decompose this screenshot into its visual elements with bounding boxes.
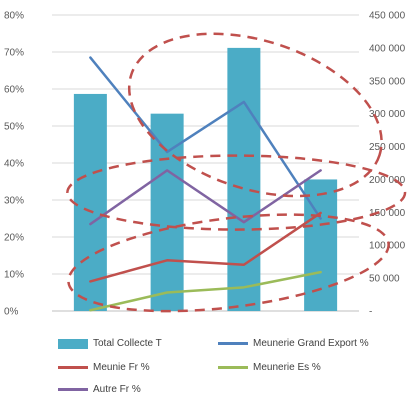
annotation-ellipse [67, 213, 390, 313]
legend-swatch-line [218, 366, 248, 369]
series-line [89, 56, 322, 220]
legend-item: Autre Fr % [58, 384, 141, 395]
bar [227, 47, 261, 312]
y-right-tick-label: 300 000 [369, 109, 406, 120]
legend-item: Total Collecte T [58, 338, 162, 349]
legend-label: Meunie Fr % [93, 362, 150, 373]
series-line [89, 211, 322, 283]
y-left-tick-label: 40% [4, 159, 24, 170]
legend-label: Autre Fr % [93, 384, 141, 395]
bar [150, 113, 184, 312]
y-right-tick-label: 200 000 [369, 175, 406, 186]
legend-swatch-line [218, 342, 248, 345]
legend-swatch-bar [58, 338, 88, 349]
bar [73, 93, 107, 311]
y-right-tick-label: 400 000 [369, 43, 406, 54]
legend-label: Meunerie Grand Export % [253, 338, 369, 349]
y-right-tick-label: - [369, 307, 372, 318]
series-line [89, 270, 322, 312]
y-right-tick-label: 150 000 [369, 208, 406, 219]
y-left-tick-label: 50% [4, 122, 24, 133]
y-left-tick-label: 60% [4, 85, 24, 96]
y-left-tick-label: 10% [4, 270, 24, 281]
y-left-tick-label: 20% [4, 233, 24, 244]
y-right-tick-label: 350 000 [369, 76, 406, 87]
y-right-tick-label: 450 000 [369, 11, 406, 22]
y-left-tick-label: 70% [4, 48, 24, 59]
legend-item: Meunie Fr % [58, 362, 150, 373]
y-left-tick-label: 80% [4, 11, 24, 22]
y-right-tick-label: 250 000 [369, 142, 406, 153]
legend-label: Total Collecte T [93, 338, 162, 349]
series-line [89, 169, 322, 226]
y-right-tick-label: 50 000 [369, 274, 400, 285]
legend-swatch-line [58, 366, 88, 369]
annotation-ellipse [66, 154, 407, 231]
legend-swatch-line [58, 388, 88, 391]
legend-label: Meunerie Es % [253, 362, 321, 373]
legend-item: Meunerie Grand Export % [218, 338, 369, 349]
legend-item: Meunerie Es % [218, 362, 321, 373]
annotation-ellipse [127, 32, 383, 198]
y-left-tick-label: 0% [4, 307, 19, 318]
y-left-tick-label: 30% [4, 196, 24, 207]
